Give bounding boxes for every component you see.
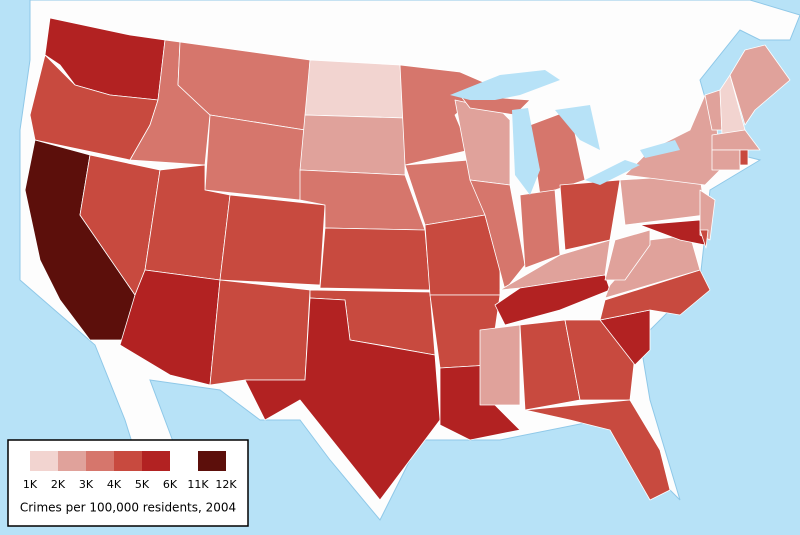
legend-tick-label: 5K bbox=[135, 478, 150, 491]
legend: Crimes per 100,000 residents, 2004 1K 2K 3… bbox=[7, 439, 249, 527]
legend-swatch bbox=[142, 451, 170, 471]
state bbox=[604, 229, 651, 281]
legend-swatch bbox=[30, 451, 58, 471]
state bbox=[524, 399, 671, 501]
state bbox=[699, 189, 716, 241]
state bbox=[424, 214, 501, 296]
state bbox=[699, 229, 709, 249]
state bbox=[729, 44, 791, 126]
lake bbox=[640, 140, 680, 158]
state bbox=[739, 149, 749, 166]
state bbox=[711, 129, 761, 151]
states bbox=[24, 17, 791, 501]
state bbox=[479, 324, 521, 406]
state bbox=[519, 189, 561, 269]
legend-tick-label: 2K bbox=[51, 478, 66, 491]
state bbox=[469, 179, 526, 291]
lake bbox=[512, 108, 540, 195]
great-lakes bbox=[450, 70, 680, 195]
state bbox=[319, 227, 431, 291]
legend-tick-label: 11K bbox=[187, 478, 209, 491]
legend-tick-label: 6K bbox=[163, 478, 178, 491]
legend-tick-label: 12K bbox=[215, 478, 237, 491]
state bbox=[219, 194, 326, 286]
state bbox=[244, 297, 441, 501]
legend-swatch bbox=[198, 451, 226, 471]
lake bbox=[450, 70, 560, 100]
legend-swatch bbox=[58, 451, 86, 471]
state bbox=[304, 59, 406, 119]
legend-swatch bbox=[86, 451, 114, 471]
legend-tick-label: 1K bbox=[23, 478, 38, 491]
legend-swatch bbox=[114, 451, 142, 471]
lake bbox=[555, 105, 600, 150]
state bbox=[209, 279, 311, 386]
state bbox=[204, 114, 306, 201]
lake bbox=[585, 160, 640, 185]
state bbox=[499, 239, 611, 291]
state bbox=[299, 114, 406, 176]
state bbox=[711, 149, 741, 171]
legend-tick-label: 3K bbox=[79, 478, 94, 491]
legend-title: Crimes per 100,000 residents, 2004 bbox=[20, 501, 236, 515]
legend-tick-label: 4K bbox=[107, 478, 122, 491]
